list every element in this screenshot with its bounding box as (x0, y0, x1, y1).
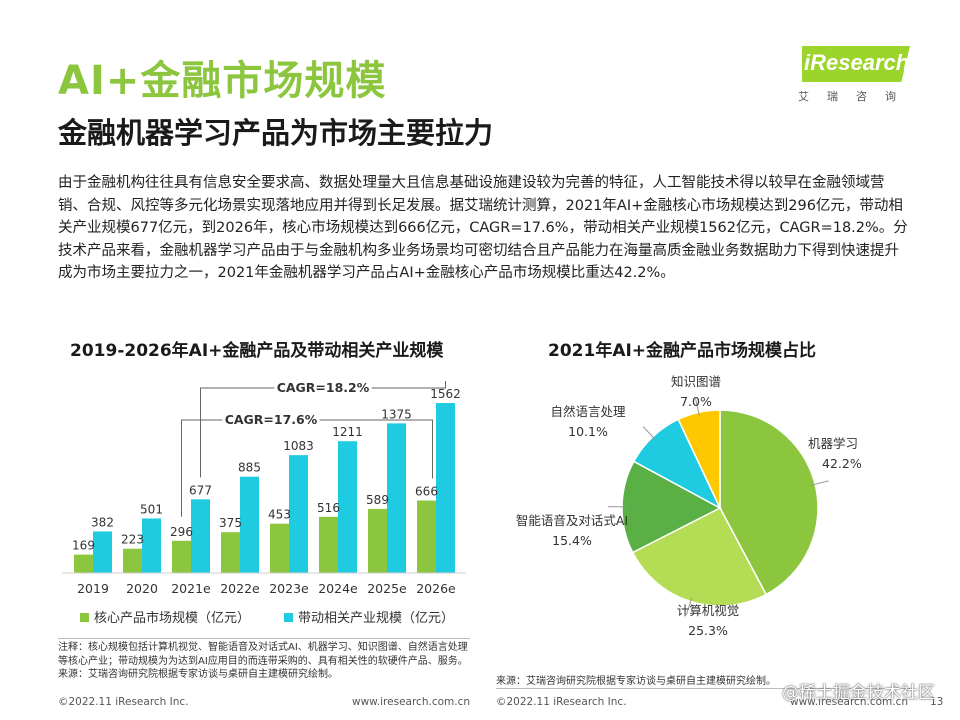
bar-related-2023e (289, 455, 308, 573)
legend-label-core: 核心产品市场规模（亿元） (94, 610, 250, 626)
legend-label-related: 带动相关产业规模（亿元） (298, 611, 454, 626)
bar-related-label-2022e: 885 (238, 461, 261, 475)
bar-core-2020 (123, 548, 142, 573)
pie-value-label-1: 25.3% (688, 623, 728, 638)
bar-core-label-2021e: 296 (170, 525, 193, 539)
page-number: 13 (930, 696, 944, 708)
cagr-bracket-core (181, 419, 433, 517)
logo-brand: iResearch (804, 50, 910, 75)
bar-core-2025e (368, 508, 387, 573)
legend-swatch-core (80, 613, 89, 622)
pie-note-divider (496, 688, 910, 689)
bar-core-label-2020: 223 (121, 533, 144, 547)
pie-label-0: 机器学习 (808, 436, 858, 451)
bar-related-label-2023e: 1083 (283, 439, 314, 453)
x-tick-label-2025e: 2025e (367, 581, 407, 596)
logo-tile (802, 46, 910, 82)
bar-chart-notes: 注释：核心规模包括计算机视觉、智能语音及对话式AI、机器学习、知识图谱、自然语言… (58, 641, 468, 682)
pie-label-1: 计算机视觉 (677, 603, 740, 618)
pie-leader-3 (642, 426, 656, 441)
bar-related-2020 (142, 518, 161, 573)
page-title: AI+金融市场规模 (58, 58, 387, 104)
cagr-label-core: CAGR=17.6% (225, 412, 318, 427)
bar-core-2021e (172, 540, 191, 573)
bar-note-divider (58, 638, 470, 639)
bar-related-label-2020: 501 (140, 502, 163, 516)
bar-core-2023e (270, 523, 289, 573)
bar-core-2019 (74, 554, 93, 573)
pie-value-label-3: 10.1% (568, 424, 608, 439)
bar-note-text: 注释：核心规模包括计算机视觉、智能语音及对话式AI、机器学习、知识图谱、自然语言… (58, 642, 468, 667)
footer-copyright-left: ©2022.11 iResearch Inc. (58, 696, 189, 708)
footer-url-left[interactable]: www.iresearch.com.cn (352, 696, 471, 708)
bar-core-label-2026e: 666 (415, 485, 438, 499)
pie-leader-4 (695, 398, 700, 417)
cagr-bracket-related (200, 381, 446, 478)
footer-url-right[interactable]: www.iresearch.com.cn (790, 696, 909, 708)
x-tick-label-2021e: 2021e (171, 581, 211, 596)
bar-related-2026e (436, 403, 455, 573)
x-tick-label-2022e: 2022e (220, 581, 260, 596)
bar-core-label-2023e: 453 (268, 508, 291, 522)
x-tick-label-2019: 2019 (77, 581, 109, 596)
intro-paragraph: 由于金融机构往往具有信息安全要求高、数据处理量大且信息基础设施建设较为完善的特征… (58, 175, 908, 282)
bar-related-2025e (387, 423, 406, 573)
bar-related-label-2019: 382 (91, 515, 114, 529)
bar-related-label-2021e: 677 (189, 483, 212, 497)
pie-value-label-4: 7.0% (680, 394, 712, 409)
pie-label-3: 自然语言处理 (550, 404, 626, 419)
bar-core-2022e (221, 532, 240, 573)
bar-core-label-2024e: 516 (317, 501, 340, 515)
x-tick-label-2020: 2020 (126, 581, 158, 596)
bar-source-text: 来源：艾瑞咨询研究院根据专家访谈与桌研自主建模研究绘制。 (58, 669, 338, 680)
bar-core-label-2019: 169 (72, 539, 95, 553)
cagr-label-related: CAGR=18.2% (277, 380, 370, 395)
page-subtitle: 金融机器学习产品为市场主要拉力 (58, 116, 494, 150)
pie-leader-0 (811, 480, 829, 486)
bar-chart: 169 382 2019 223 501 2020 296 677 2021e 375 885 202… (62, 377, 466, 626)
logo-chinese-name: 艾瑞咨询 (798, 90, 914, 103)
x-tick-label-2023e: 2023e (269, 581, 309, 596)
bar-core-2024e (319, 516, 338, 573)
bar-core-label-2025e: 589 (366, 493, 389, 507)
bar-related-2022e (240, 476, 259, 573)
bar-related-2019 (93, 531, 112, 573)
bar-related-label-2024e: 1211 (332, 425, 363, 439)
bar-related-label-2025e: 1375 (381, 407, 412, 421)
pie-value-label-2: 15.4% (552, 533, 592, 548)
x-tick-label-2024e: 2024e (318, 581, 358, 596)
pie-chart: 机器学习 42.2% 计算机视觉 25.3% 智能语音及对话式AI 15.4% 自然语言处理… (516, 374, 862, 638)
pie-leader-1 (685, 597, 693, 615)
bar-chart-title: 2019-2026年AI+金融产品及带动相关产业规模 (70, 341, 444, 361)
footer-copyright-right: ©2022.11 iResearch Inc. (496, 696, 627, 708)
bar-related-label-2026e: 1562 (430, 387, 461, 401)
bar-core-2026e (417, 500, 436, 573)
pie-label-4: 知识图谱 (671, 374, 721, 389)
pie-value-label-0: 42.2% (822, 456, 862, 471)
pie-label-2: 智能语音及对话式AI (516, 513, 628, 528)
pie-source-text: 来源：艾瑞咨询研究院根据专家访谈与桌研自主建模研究绘制。 (496, 676, 776, 687)
bar-related-2021e (191, 499, 210, 573)
x-tick-label-2026e: 2026e (416, 581, 456, 596)
legend-swatch-related (284, 613, 293, 622)
iresearch-logo: iResearch 艾瑞咨询 (796, 46, 916, 106)
watermark: @稀土掘金技术社区 (782, 683, 935, 703)
pie-chart-title: 2021年AI+金融产品市场规模占比 (548, 341, 817, 361)
bar-related-2024e (338, 441, 357, 573)
bar-core-label-2022e: 375 (219, 516, 242, 530)
